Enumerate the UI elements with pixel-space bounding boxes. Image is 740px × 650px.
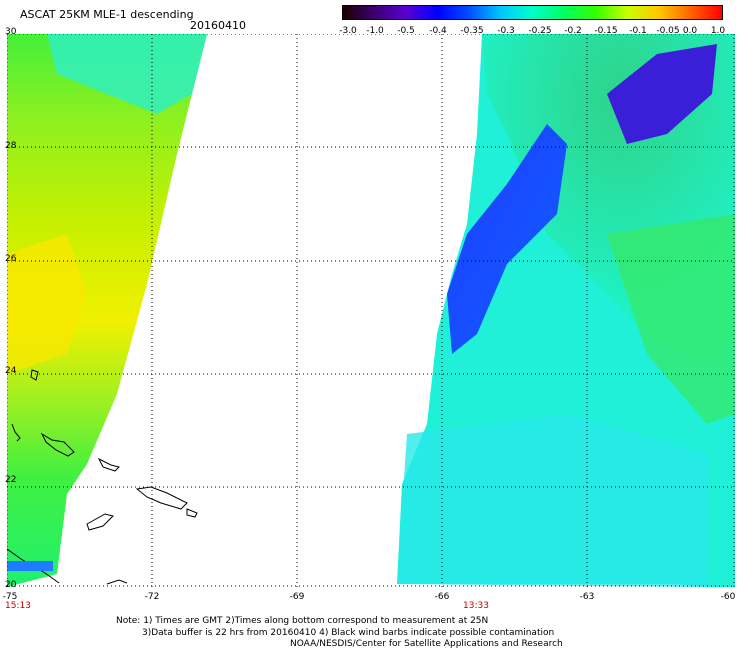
lat-label: 28 (5, 141, 17, 151)
blue-band-center (447, 124, 567, 354)
lat-label: 30 (5, 27, 17, 37)
footer-note-line1: Note: 1) Times are GMT 2)Times along bot… (116, 616, 489, 626)
colorbar-labels: -3.0 -1.0 -0.5 -0.4 -0.35 -0.3 -0.25 -0.… (330, 26, 740, 38)
colorbar-label: -0.3 (497, 26, 515, 36)
lat-label: 22 (5, 475, 17, 485)
colorbar-label: 0.0 (682, 26, 698, 36)
pass-time-west: 15:13 (5, 601, 31, 611)
lon-label: -66 (434, 592, 450, 602)
pass-time-east: 13:33 (463, 601, 489, 611)
footer-credit: NOAA/NESDIS/Center for Satellite Applica… (290, 639, 563, 649)
colorbar-label: -0.1 (629, 26, 647, 36)
colorbar-label: -0.4 (429, 26, 447, 36)
lon-label: -69 (289, 592, 305, 602)
colorbar-label: -0.15 (594, 26, 618, 36)
lon-label: -72 (144, 592, 160, 602)
colorbar (342, 5, 723, 20)
lat-label: 20 (5, 580, 17, 590)
colorbar-label: -0.35 (460, 26, 484, 36)
left-swath-yellow (7, 234, 87, 374)
colorbar-label: -0.5 (397, 26, 415, 36)
left-swath-cyan-top (47, 34, 207, 114)
left-swath (7, 34, 207, 587)
colorbar-label: -0.25 (528, 26, 552, 36)
map-title: ASCAT 25KM MLE-1 descending (20, 8, 194, 21)
colorbar-label: -3.0 (339, 26, 357, 36)
wind-map (7, 34, 735, 587)
lat-label: 24 (5, 366, 17, 376)
lon-label: -60 (720, 592, 736, 602)
lon-label: -75 (2, 592, 18, 602)
blue-band-north (607, 44, 717, 144)
right-swath-green-east (607, 214, 735, 424)
lat-label: 26 (5, 254, 17, 264)
right-swath-cyan-south (397, 414, 707, 587)
colorbar-label: 1.0 (710, 26, 726, 36)
cuba-strip (7, 561, 53, 571)
map-date: 20160410 (190, 19, 246, 32)
footer-note-line2: 3)Data buffer is 22 hrs from 20160410 4)… (142, 628, 555, 638)
colorbar-label: -0.05 (656, 26, 680, 36)
colorbar-label: -0.2 (564, 26, 582, 36)
lon-label: -63 (579, 592, 595, 602)
graticule (7, 34, 735, 587)
colorbar-label: -1.0 (366, 26, 384, 36)
